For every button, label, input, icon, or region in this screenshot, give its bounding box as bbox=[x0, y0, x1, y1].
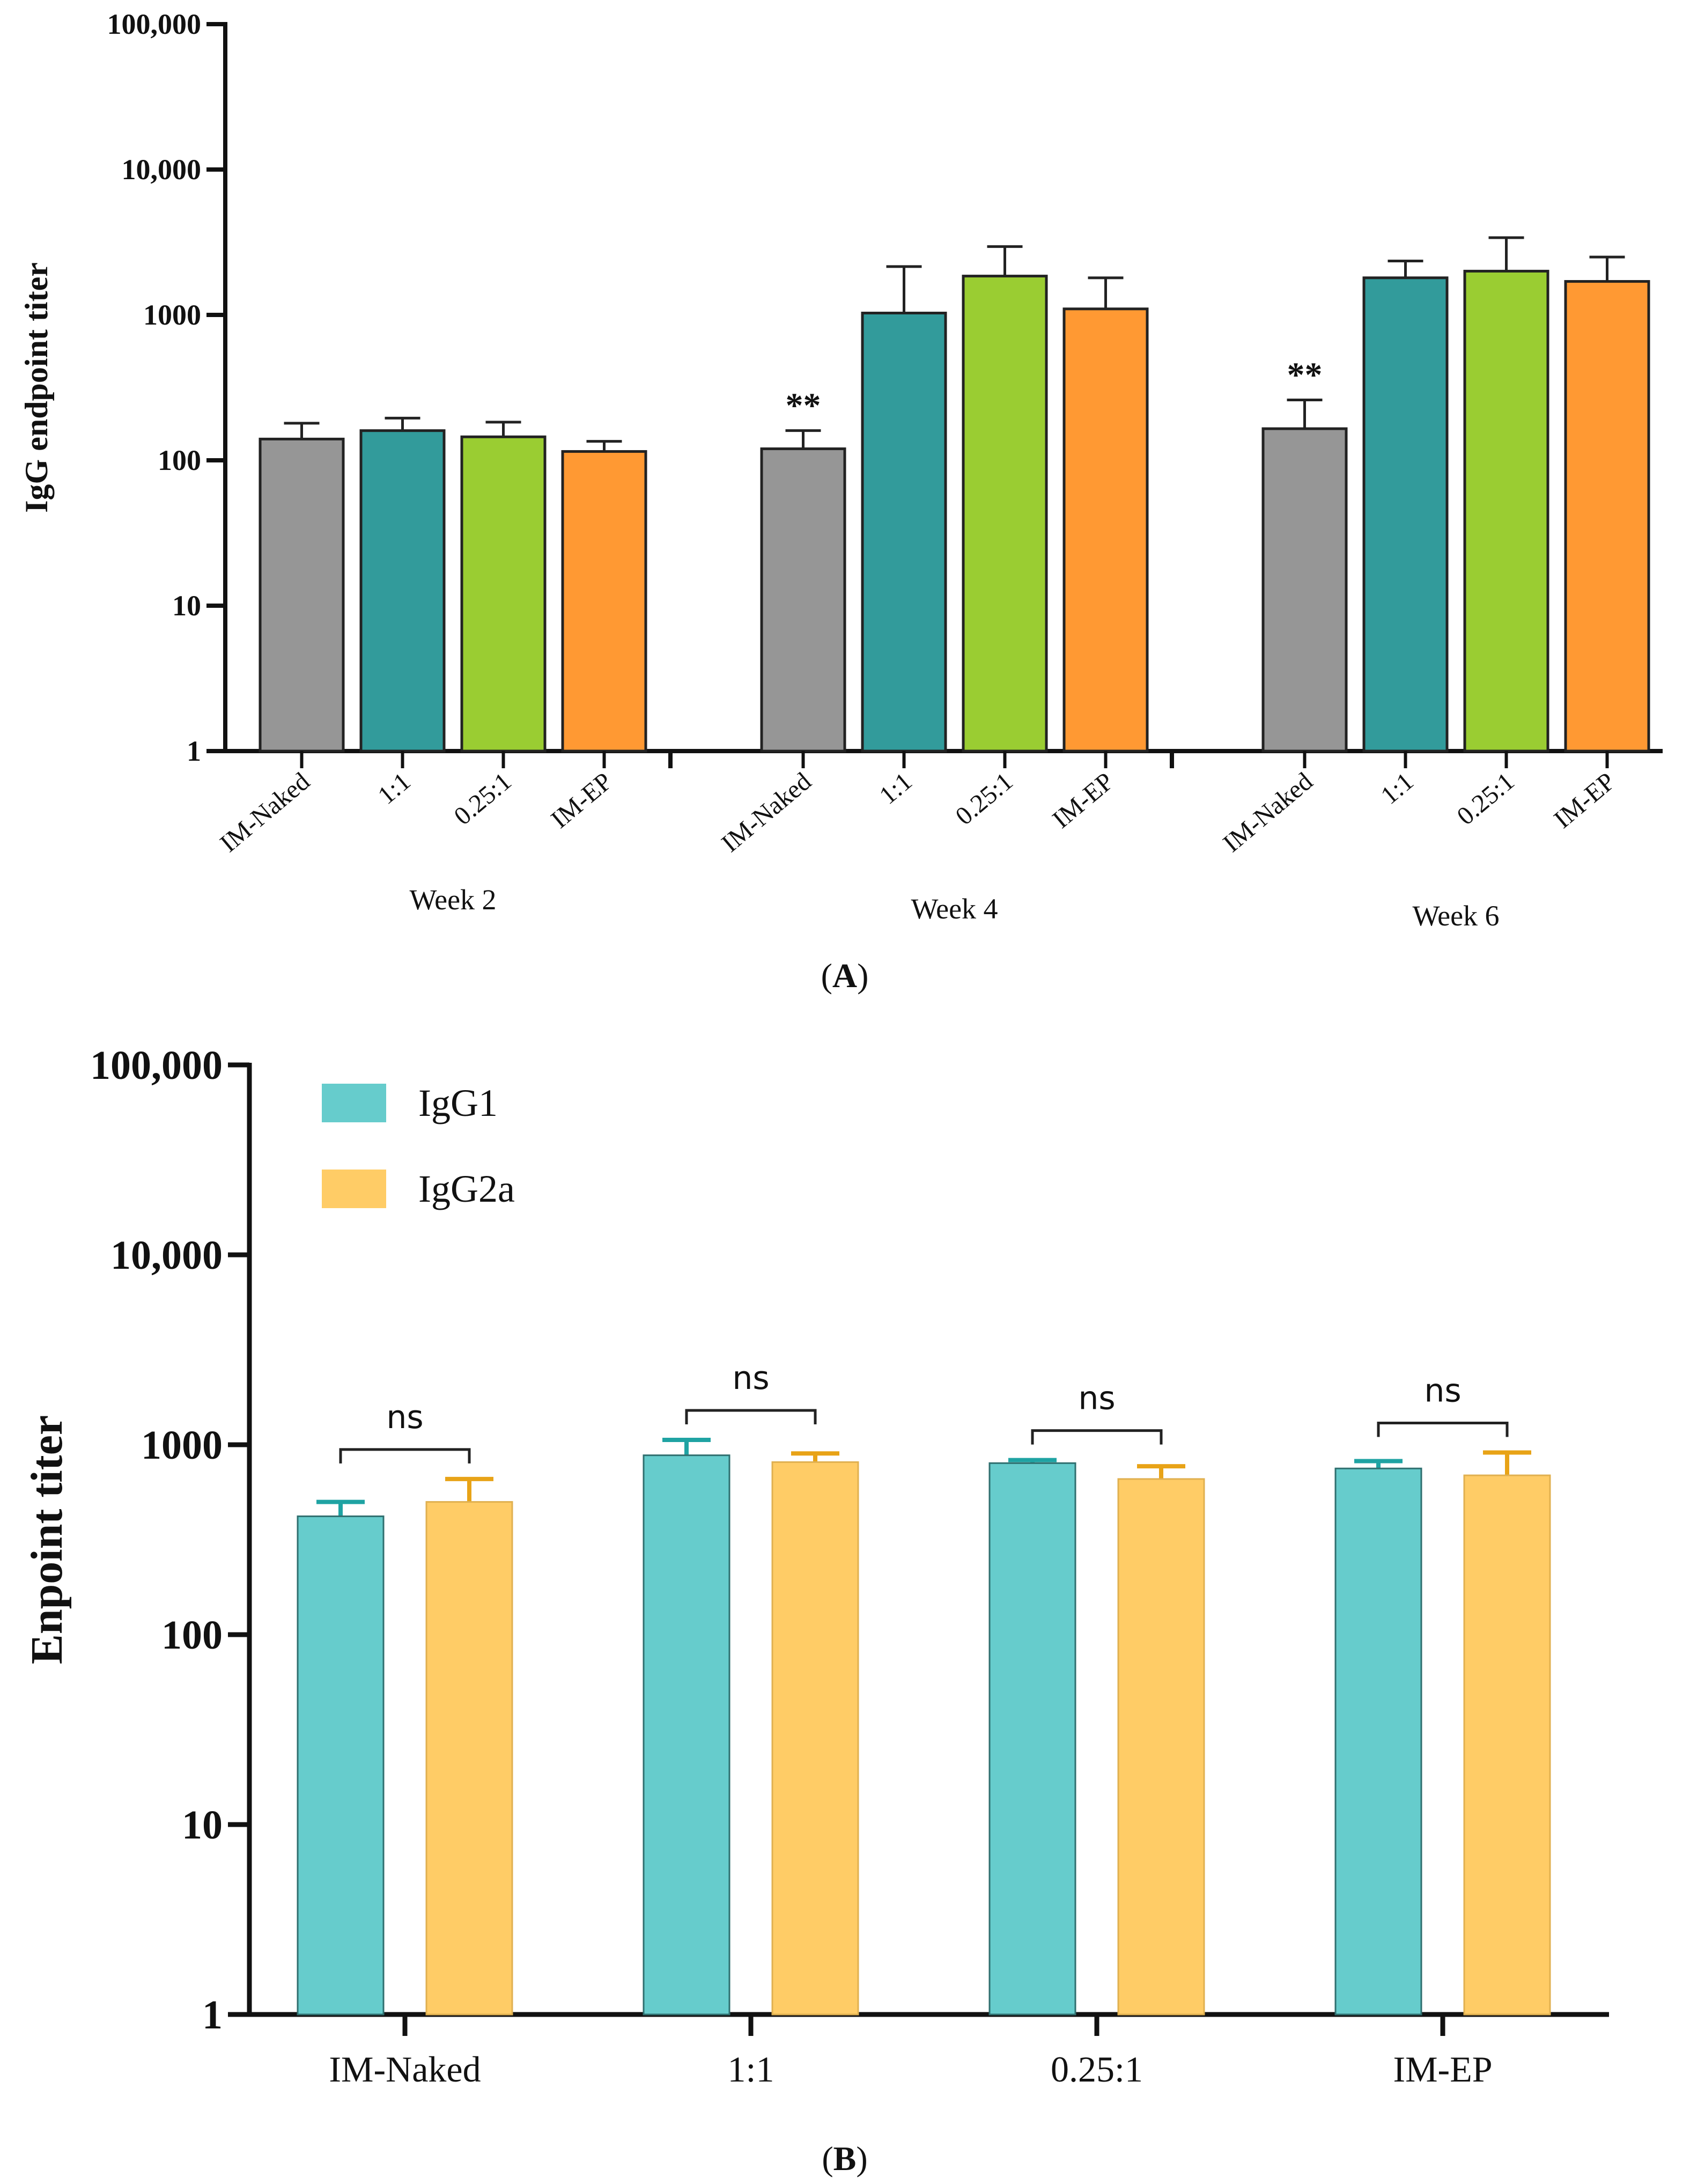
panel-b-bar-igg1-1-1 bbox=[643, 1454, 730, 2016]
panel-a-group-label-week-6: Week 6 bbox=[1412, 900, 1499, 932]
panel-a-bar-0-25-1-week-6 bbox=[1463, 269, 1549, 753]
panel-b-significance-bracket bbox=[339, 1448, 471, 1464]
panel-a-x-tick-label: 0.25:1 bbox=[449, 767, 517, 831]
panel-a-y-axis-label: IgG endpoint titer bbox=[19, 262, 54, 513]
panel-a-x-tick-label: IM-Naked bbox=[215, 767, 315, 858]
panel-a-bar-1-1-week-6 bbox=[1362, 276, 1449, 753]
panel-a-bar-im-ep-week-2 bbox=[561, 450, 647, 753]
panel-a-significance-marker: ** bbox=[786, 386, 821, 425]
panel-b-significance-label: ns bbox=[386, 1399, 423, 1436]
panel-b-legend-label-igg1: IgG1 bbox=[418, 1082, 498, 1124]
panel-b-bar-igg2a-im-naked bbox=[425, 1501, 513, 2016]
panel-b-x-tick-label: 1:1 bbox=[728, 2049, 774, 2090]
panel-a-x-tick-label: 1:1 bbox=[1376, 767, 1419, 810]
panel-a-significance-marker: ** bbox=[1287, 356, 1323, 395]
panel-b-bar-igg1-im-ep bbox=[1334, 1467, 1422, 2016]
panel-a-bar-0-25-1-week-2 bbox=[460, 435, 547, 753]
panel-a-label: A bbox=[832, 957, 857, 995]
panel-a-bar-im-naked-week-4 bbox=[760, 447, 846, 753]
panel-b-significance-bracket bbox=[685, 1409, 817, 1425]
panel-a-x-tick-label: IM-EP bbox=[1047, 767, 1119, 834]
panel-a-x-tick-label: IM-Naked bbox=[716, 767, 816, 858]
panel-b-significance-label: ns bbox=[1078, 1380, 1115, 1417]
panel-a-x-tick-label: 0.25:1 bbox=[1452, 767, 1520, 831]
panel-a-y-tick-label: 10 bbox=[172, 590, 201, 622]
panel-b-chart: 1 10 100 1000 10,000 100,000 Enpoint titer IM-N… bbox=[22, 1043, 1609, 2090]
panel-a-x-tick-label: IM-EP bbox=[545, 767, 617, 834]
panel-a-bar-im-naked-week-6 bbox=[1261, 427, 1348, 753]
panel-a-x-tick-label: 1:1 bbox=[874, 767, 918, 810]
panel-a-group-label-week-2: Week 2 bbox=[409, 884, 496, 916]
panel-b-y-tick-label: 1 bbox=[202, 1992, 223, 2038]
panel-b-x-tick-label: 0.25:1 bbox=[1051, 2049, 1143, 2090]
panel-a-bar-1-1-week-2 bbox=[359, 429, 446, 753]
panel-a-y-tick-label: 1000 bbox=[143, 299, 201, 331]
panel-b-y-tick-label: 1000 bbox=[141, 1423, 223, 1468]
panel-a-y-tick-label: 10,000 bbox=[122, 153, 202, 186]
panel-b-legend: IgG1 IgG2a bbox=[322, 1082, 515, 1210]
panel-b-significance-label: ns bbox=[1424, 1372, 1461, 1409]
panel-b-legend-swatch-igg2a bbox=[322, 1170, 386, 1208]
panel-b-y-axis-label: Enpoint titer bbox=[22, 1415, 72, 1664]
panel-b-bar-igg1-im-naked bbox=[297, 1515, 385, 2016]
panel-b-caption: (B) bbox=[822, 2139, 867, 2178]
panel-a-y-tick-label: 100 bbox=[158, 444, 201, 476]
panel-a-y-tick-label: 100,000 bbox=[107, 8, 202, 40]
panel-b-bar-igg2a-0-25-1 bbox=[1117, 1478, 1205, 2016]
panel-b-bar-igg2a-1-1 bbox=[771, 1461, 859, 2016]
panel-a-chart: 1 10 100 1000 10,000 100,000 IgG endpoint tite… bbox=[19, 8, 1663, 932]
panel-a-bar-im-ep-week-4 bbox=[1062, 307, 1149, 753]
panel-a-bar-0-25-1-week-4 bbox=[962, 275, 1048, 753]
panel-b-significance-bracket bbox=[1031, 1429, 1163, 1445]
panel-b-label: B bbox=[833, 2139, 857, 2178]
panel-a-bar-im-ep-week-6 bbox=[1564, 280, 1650, 753]
panel-a-caption: (A) bbox=[821, 957, 869, 995]
panel-b-y-tick-label: 10,000 bbox=[110, 1233, 223, 1278]
panel-a-x-tick-label: 0.25:1 bbox=[950, 767, 1019, 831]
panel-b-x-tick-label: IM-Naked bbox=[329, 2049, 481, 2090]
panel-b-x-tick-label: IM-EP bbox=[1393, 2049, 1492, 2090]
panel-b-y-tick-label: 10 bbox=[182, 1803, 223, 1848]
panel-b-legend-label-igg2a: IgG2a bbox=[418, 1167, 515, 1210]
panel-b-y-tick-label: 100,000 bbox=[90, 1043, 223, 1088]
panel-a-bar-im-naked-week-2 bbox=[259, 437, 345, 753]
panel-b-significance-bracket bbox=[1377, 1422, 1509, 1437]
panel-a-x-tick-label: IM-Naked bbox=[1217, 767, 1318, 858]
panel-b-significance-label: ns bbox=[732, 1359, 769, 1397]
panel-b-bar-igg2a-im-ep bbox=[1463, 1474, 1551, 2016]
panel-a-bar-1-1-week-4 bbox=[861, 312, 947, 753]
panel-a-y-tick-label: 1 bbox=[187, 735, 201, 767]
panel-a-x-tick-label: 1:1 bbox=[373, 767, 416, 810]
panel-b-y-tick-label: 100 bbox=[161, 1613, 223, 1658]
panel-b-bar-igg1-0-25-1 bbox=[988, 1462, 1076, 2016]
panel-b-legend-swatch-igg1 bbox=[322, 1084, 386, 1122]
panel-a-x-tick-label: IM-EP bbox=[1548, 767, 1620, 834]
panel-a-group-label-week-4: Week 4 bbox=[911, 893, 998, 925]
